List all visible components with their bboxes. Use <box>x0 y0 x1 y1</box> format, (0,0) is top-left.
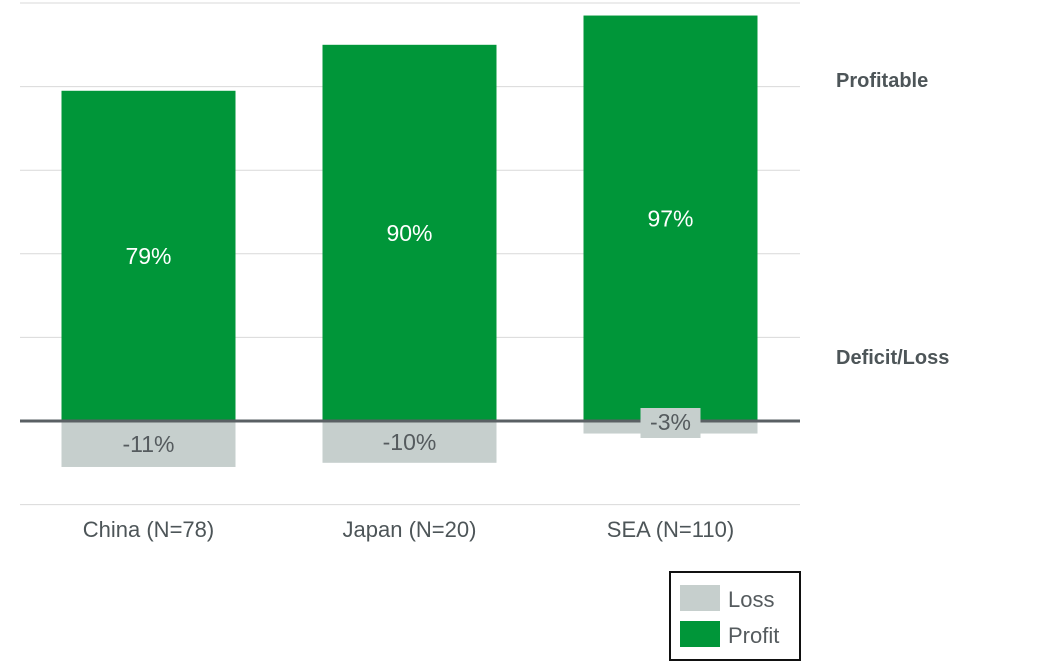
bar-profit <box>583 15 758 421</box>
bar-loss-label: -11% <box>123 431 175 457</box>
bar-loss-label: -10% <box>383 429 437 455</box>
bar-loss <box>322 421 497 463</box>
bar-loss-label: -3% <box>650 409 691 435</box>
legend: Loss Profit <box>669 571 801 661</box>
legend-swatch-profit <box>680 621 720 647</box>
bar-profit-label: 90% <box>386 220 432 246</box>
bar-profit-label: 97% <box>647 205 693 231</box>
bar-profit <box>61 90 236 421</box>
category-label: Japan (N=20) <box>343 517 477 542</box>
bar-profit-label: 79% <box>125 243 171 269</box>
bars <box>61 15 758 467</box>
category-label: SEA (N=110) <box>607 517 734 542</box>
legend-label-loss: Loss <box>728 587 774 612</box>
bar-loss <box>61 421 236 467</box>
category-label: China (N=78) <box>83 517 214 542</box>
category-axis-labels: China (N=78) Japan (N=20) SEA (N=110) <box>83 517 734 542</box>
bar-profit <box>322 44 497 422</box>
annotation-deficit-loss: Deficit/Loss <box>836 347 949 369</box>
legend-label-profit: Profit <box>728 623 779 648</box>
legend-swatch-loss <box>680 585 720 611</box>
annotation-profitable: Profitable <box>836 70 928 92</box>
bar-value-labels: 79% -11% 90% -10% 97% -3% <box>123 205 701 457</box>
bar-loss-label-bg <box>640 408 701 438</box>
